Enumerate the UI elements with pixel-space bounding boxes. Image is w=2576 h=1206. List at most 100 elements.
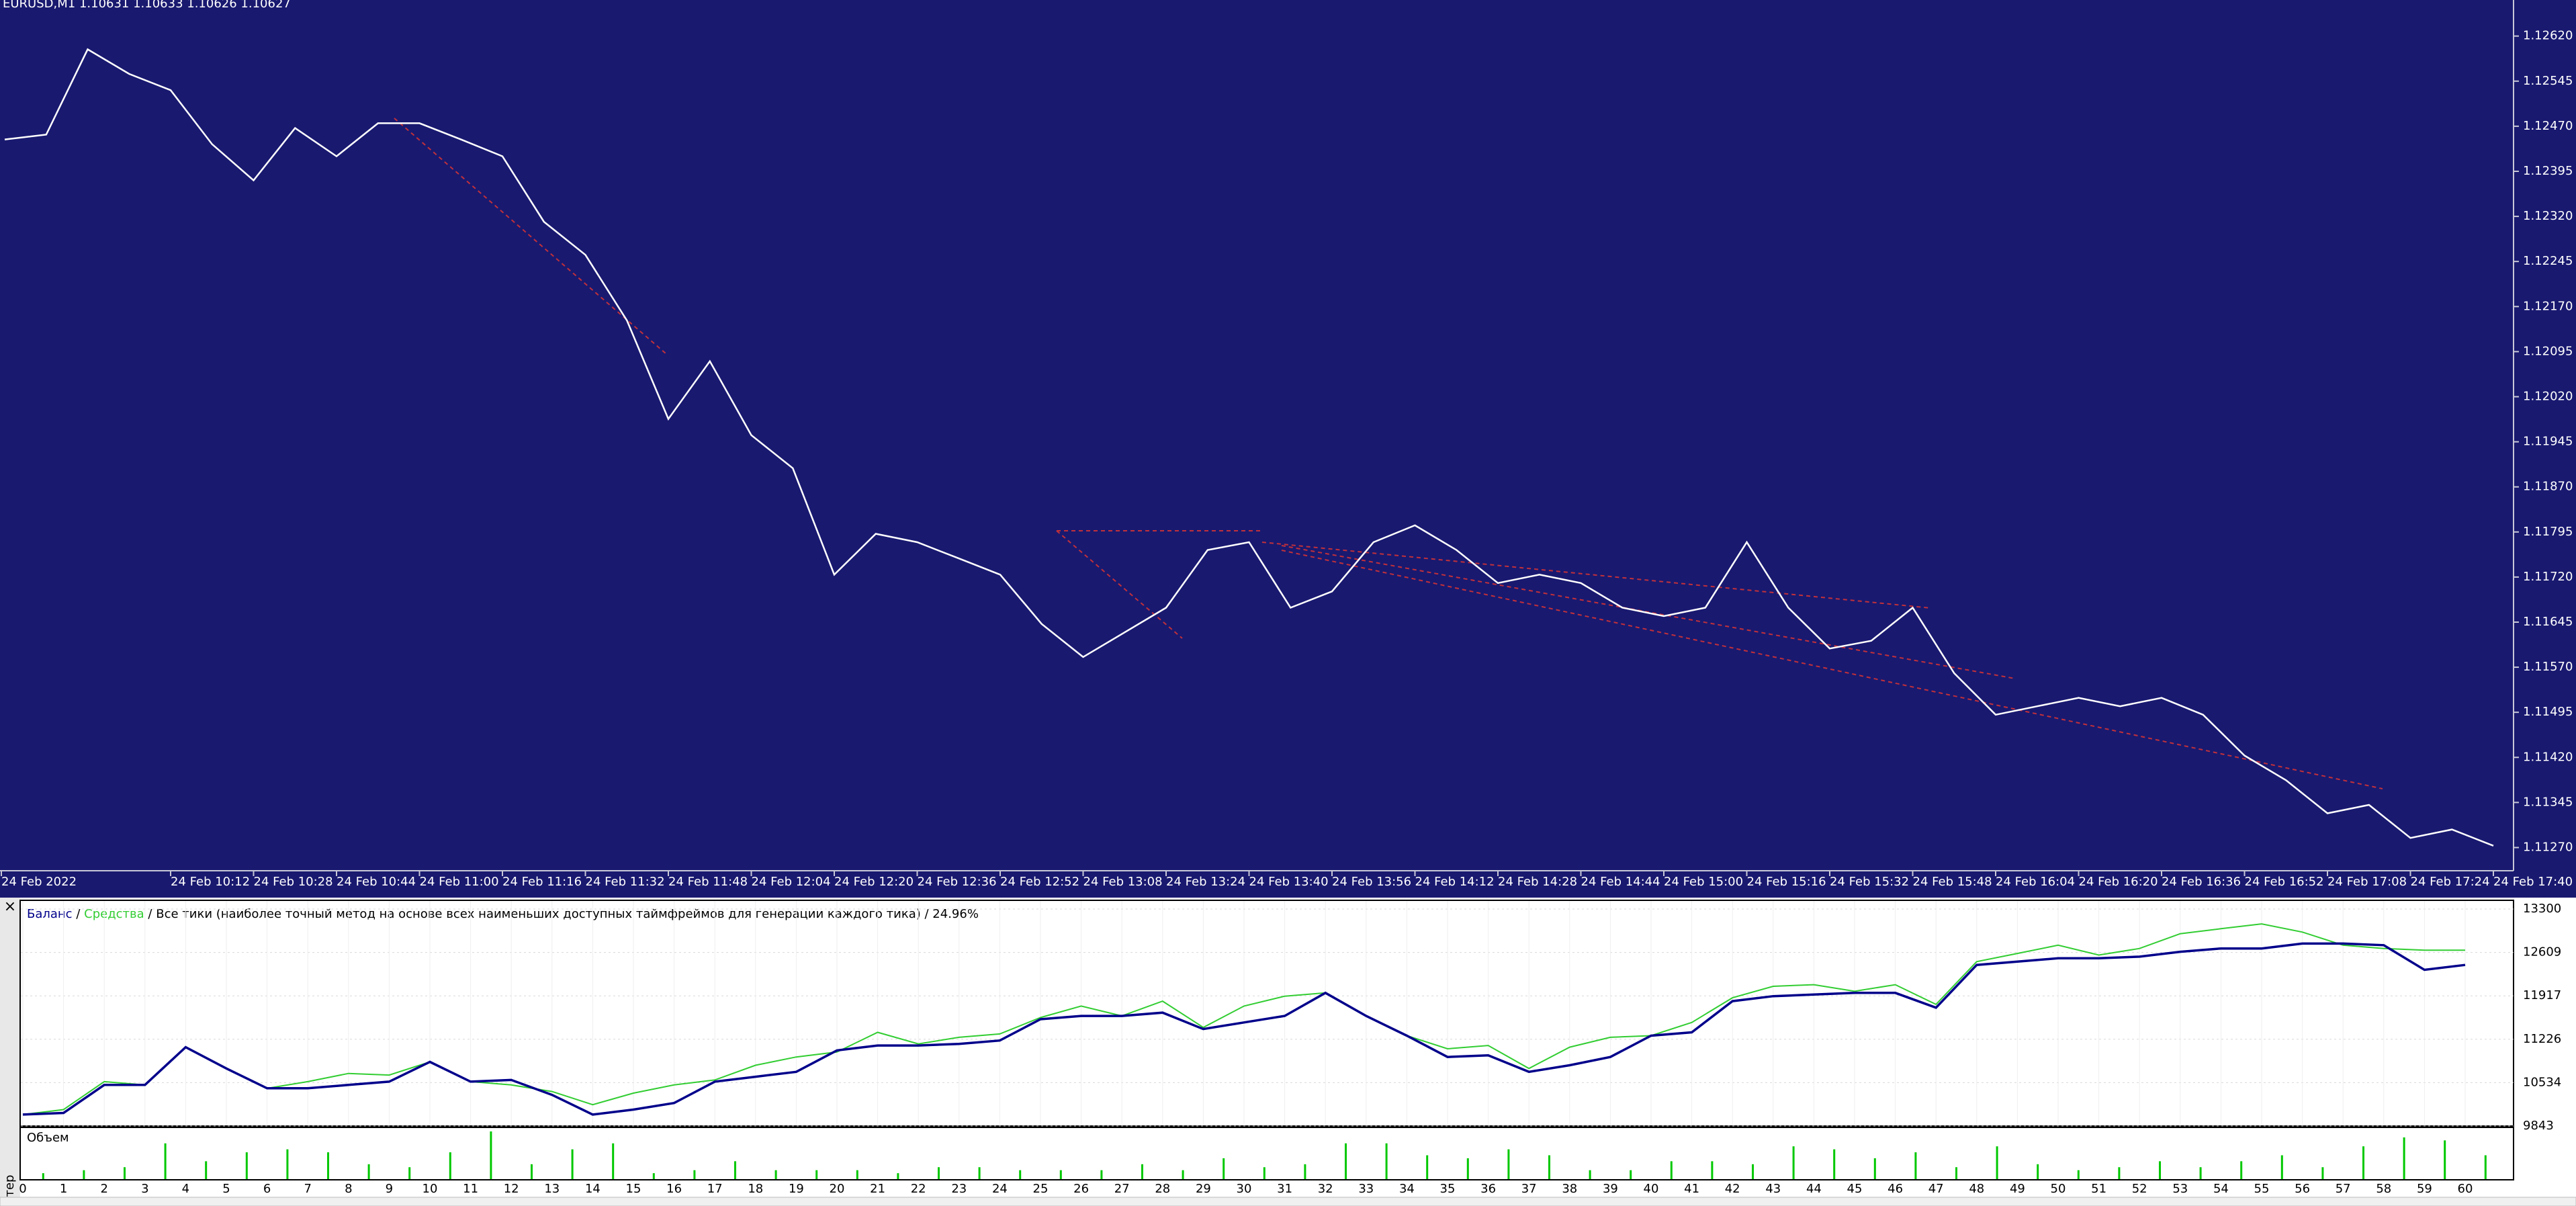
x-tick-label: 5 <box>222 1182 230 1196</box>
x-tick-label: 29 <box>1196 1182 1211 1196</box>
volume-bar <box>1792 1146 1795 1179</box>
x-tick-label: 17 <box>707 1182 723 1196</box>
tester-tab[interactable]: стер <box>3 1175 17 1204</box>
volume-bar <box>1426 1155 1429 1179</box>
y-tick-label: 1.12395 <box>2523 164 2573 178</box>
x-tick-label: 50 <box>2051 1182 2066 1196</box>
y-tick-label: 1.12320 <box>2523 209 2573 223</box>
volume-bar <box>1059 1170 1062 1179</box>
y-tick-label: 1.11495 <box>2523 705 2573 719</box>
volume-bar <box>2159 1161 2161 1179</box>
volume-bar <box>2280 1155 2283 1179</box>
volume-bar <box>1507 1149 1510 1179</box>
volume-bar <box>612 1143 615 1179</box>
x-tick-label: 24 Feb 14:12 <box>1415 875 1495 889</box>
volume-bar <box>1670 1161 1673 1179</box>
trade-lines <box>394 118 2383 789</box>
volume-bar <box>1914 1152 1917 1179</box>
trade-line <box>394 118 666 354</box>
x-tick-label: 57 <box>2336 1182 2351 1196</box>
y-tick-label: 1.12545 <box>2523 74 2573 88</box>
y-tick-label: 1.12245 <box>2523 254 2573 268</box>
volume-bar <box>734 1161 736 1179</box>
legend-equity: Средства <box>84 907 144 921</box>
trade-line <box>1281 545 2016 679</box>
volume-bar <box>1019 1170 1022 1179</box>
x-tick-label: 19 <box>789 1182 804 1196</box>
volume-bar <box>1304 1164 1306 1179</box>
close-button[interactable]: × <box>4 898 16 915</box>
x-tick-label: 10 <box>423 1182 438 1196</box>
volume-bar <box>1548 1155 1550 1179</box>
y-tick-label: 10534 <box>2523 1075 2561 1089</box>
x-tick-label: 24 Feb 12:04 <box>752 875 831 889</box>
x-tick-label: 16 <box>666 1182 682 1196</box>
x-tick-label: 24 Feb 12:52 <box>1000 875 1079 889</box>
x-tick-label: 11 <box>463 1182 478 1196</box>
y-tick-label: 13300 <box>2523 902 2561 916</box>
volume-bar <box>897 1173 899 1179</box>
x-tick-label: 39 <box>1603 1182 1618 1196</box>
volume-bar <box>449 1152 451 1179</box>
volume-bar <box>205 1161 208 1179</box>
x-tick-label: 34 <box>1399 1182 1415 1196</box>
x-tick-label: 24 Feb 11:48 <box>668 875 748 889</box>
volume-bar <box>1100 1170 1103 1179</box>
scrollbar[interactable] <box>0 1197 2576 1206</box>
x-tick-label: 6 <box>263 1182 271 1196</box>
volume-bar <box>774 1170 777 1179</box>
x-tick-label: 24 Feb 12:20 <box>834 875 914 889</box>
volume-bar <box>2403 1137 2405 1179</box>
x-tick-label: 24 Feb 16:04 <box>1996 875 2075 889</box>
x-tick-label: 43 <box>1765 1182 1781 1196</box>
volume-bar <box>938 1167 940 1179</box>
x-tick-label: 21 <box>870 1182 885 1196</box>
y-tick-label: 1.12020 <box>2523 389 2573 403</box>
y-tick-label: 1.12095 <box>2523 344 2573 358</box>
volume-bar <box>1711 1161 1714 1179</box>
x-tick-label: 47 <box>1928 1182 1944 1196</box>
volume-bar <box>2037 1164 2039 1179</box>
x-tick-label: 2 <box>100 1182 107 1196</box>
x-tick-label: 60 <box>2458 1182 2473 1196</box>
price-panel-bg <box>0 0 2576 898</box>
x-tick-label: 59 <box>2417 1182 2432 1196</box>
volume-bar <box>2077 1170 2080 1179</box>
x-tick-label: 24 Feb 15:00 <box>1664 875 1743 889</box>
x-tick-label: 35 <box>1440 1182 1456 1196</box>
volume-bar <box>531 1164 533 1179</box>
legend-sep: / <box>76 907 81 921</box>
x-tick-label: 24 Feb 15:32 <box>1830 875 1909 889</box>
x-tick-label: 51 <box>2091 1182 2106 1196</box>
x-tick-label: 46 <box>1887 1182 1903 1196</box>
x-tick-label: 24 Feb 13:08 <box>1083 875 1163 889</box>
x-tick-label: 24 Feb 13:24 <box>1166 875 1245 889</box>
volume-bar <box>2321 1167 2324 1179</box>
volume-bar <box>978 1167 981 1179</box>
x-tick-label: 1 <box>60 1182 67 1196</box>
volume-title: Объем <box>27 1131 69 1145</box>
volume-bar <box>367 1164 370 1179</box>
legend: Баланс / Средства / Все тики (наиболее т… <box>27 907 979 921</box>
volume-bar <box>2484 1155 2487 1179</box>
volume-bar <box>1223 1158 1225 1179</box>
trade-line <box>1056 530 1183 639</box>
x-tick-label: 28 <box>1155 1182 1170 1196</box>
volume-bar <box>42 1173 44 1179</box>
volume-bar <box>2118 1167 2121 1179</box>
x-tick-label: 36 <box>1480 1182 1496 1196</box>
y-tick-label: 1.11945 <box>2523 435 2573 449</box>
y-tick-label: 1.12470 <box>2523 119 2573 133</box>
x-tick-label: 24 Feb 11:32 <box>586 875 665 889</box>
legend-sep: / <box>148 907 152 921</box>
volume-bar <box>1182 1170 1184 1179</box>
volume-bar <box>856 1170 858 1179</box>
x-tick-label: 7 <box>304 1182 311 1196</box>
x-tick-label: 20 <box>830 1182 845 1196</box>
x-tick-label: 58 <box>2376 1182 2391 1196</box>
x-tick-label: 54 <box>2213 1182 2229 1196</box>
y-tick-label: 11917 <box>2523 988 2561 1002</box>
y-tick-label: 11226 <box>2523 1032 2561 1046</box>
x-tick-label: 33 <box>1358 1182 1374 1196</box>
